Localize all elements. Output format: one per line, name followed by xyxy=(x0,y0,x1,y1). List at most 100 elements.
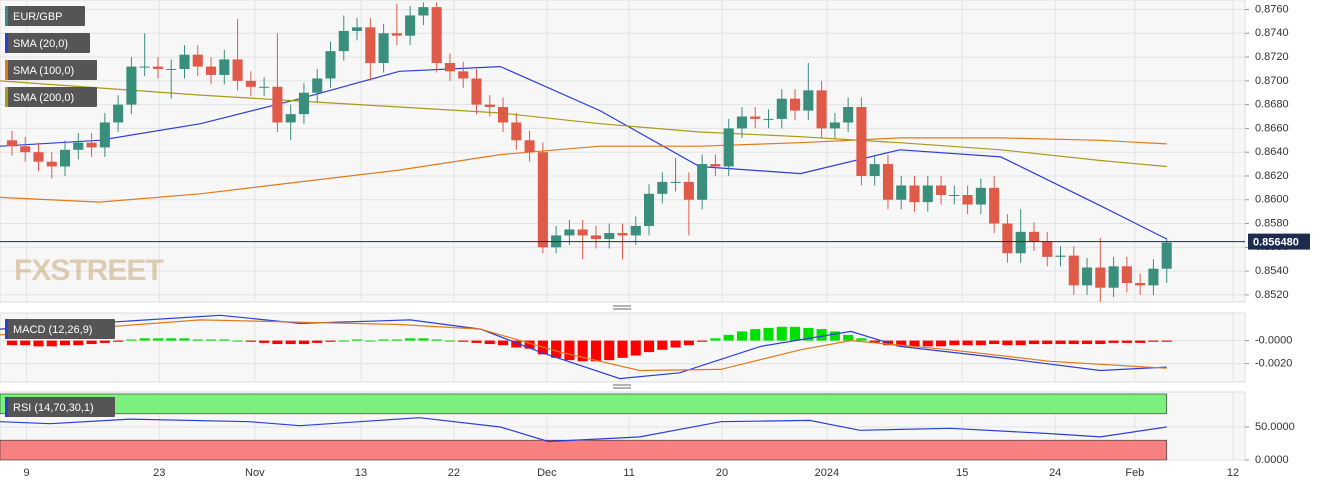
histogram-bar xyxy=(617,340,628,358)
legend-swatch xyxy=(5,397,8,417)
candle-body xyxy=(205,66,217,75)
candle-body xyxy=(922,185,933,203)
candle-body xyxy=(1068,255,1079,286)
y-tick-label: 0.8740 xyxy=(1255,27,1289,39)
watermark: FXSTREET xyxy=(14,254,163,287)
histogram-bar xyxy=(551,340,562,358)
legend-label: EUR/GBP xyxy=(13,11,63,23)
candle-body xyxy=(405,15,416,36)
legend-swatch xyxy=(5,60,8,80)
histogram-bar xyxy=(630,340,641,356)
histogram-bar xyxy=(444,340,455,342)
rsi-band xyxy=(0,439,1167,461)
histogram-bar xyxy=(803,327,814,341)
y-tick-label: 0.8720 xyxy=(1255,51,1289,63)
indicator-line xyxy=(0,65,1167,240)
histogram-bar xyxy=(6,340,17,346)
x-tick-label: 15 xyxy=(956,467,968,479)
histogram-bar xyxy=(46,340,57,347)
candle-body xyxy=(909,185,920,203)
y-tick-label: 0.8600 xyxy=(1255,194,1289,206)
candle-body xyxy=(99,122,110,148)
histogram-bar xyxy=(524,340,535,349)
x-tick-label: 9 xyxy=(23,467,29,479)
histogram-bar xyxy=(697,340,708,342)
candle-body xyxy=(444,63,455,72)
candle-body xyxy=(192,54,203,67)
candle-body xyxy=(896,185,907,200)
candle-body xyxy=(816,90,827,129)
histogram-bar xyxy=(471,340,482,343)
histogram-bar xyxy=(763,327,774,341)
candle-body xyxy=(630,225,641,236)
x-tick-label: Dec xyxy=(537,467,557,479)
candle-body xyxy=(113,104,124,123)
x-tick-label: 13 xyxy=(355,467,367,479)
candle-body xyxy=(365,27,376,64)
histogram-bar xyxy=(949,340,960,346)
histogram-bar xyxy=(338,340,349,342)
histogram-bar xyxy=(99,340,110,343)
y-tick-label: 0.8660 xyxy=(1255,122,1289,134)
histogram-bar xyxy=(431,339,442,341)
candle-body xyxy=(259,86,270,88)
candle-body xyxy=(962,194,973,205)
candle-body xyxy=(829,122,840,129)
candle-body xyxy=(723,128,734,167)
legend-swatch xyxy=(5,319,8,339)
histogram-bar xyxy=(1095,340,1106,345)
candle-body xyxy=(498,107,509,123)
legend-box xyxy=(5,33,90,53)
legend-label: RSI (14,70,30,1) xyxy=(13,402,94,414)
candle-body xyxy=(949,194,960,196)
histogram-bar xyxy=(259,340,270,343)
y-tick-label: 0.8540 xyxy=(1255,265,1289,277)
x-tick-label: Feb xyxy=(1125,467,1144,479)
candle-body xyxy=(86,142,97,148)
histogram-bar xyxy=(670,340,681,348)
histogram-bar xyxy=(856,338,867,341)
y-tick-label: 0.8760 xyxy=(1255,3,1289,15)
histogram-bar xyxy=(1068,340,1079,345)
y-tick-label: 0.8520 xyxy=(1255,289,1289,301)
last-price-label: 0.856480 xyxy=(1253,237,1299,249)
legend-swatch xyxy=(5,6,8,26)
candle-body xyxy=(272,86,283,123)
x-tick-label: 20 xyxy=(716,467,728,479)
indicator-line xyxy=(0,319,1167,372)
candle-body xyxy=(1015,231,1026,254)
indicator-line xyxy=(0,137,1167,203)
histogram-bar xyxy=(590,340,601,362)
candle-body xyxy=(232,59,243,81)
candle-body xyxy=(577,229,588,236)
x-tick-label: 24 xyxy=(1049,467,1061,479)
histogram-bar xyxy=(1135,340,1146,343)
histogram-bar xyxy=(73,340,84,346)
legend-swatch xyxy=(5,33,8,53)
histogram-bar xyxy=(989,340,1000,345)
candle-body xyxy=(1055,255,1066,257)
legend-box xyxy=(5,397,115,417)
legend-label: SMA (200,0) xyxy=(13,92,74,104)
y-tick-label: 0.8680 xyxy=(1255,99,1289,111)
candle-body xyxy=(1121,266,1132,283)
x-tick-label: 2024 xyxy=(815,467,839,479)
y-tick-label: 0.8620 xyxy=(1255,170,1289,182)
histogram-bar xyxy=(723,334,734,341)
candle-body xyxy=(763,118,774,120)
x-tick-label: 11 xyxy=(623,467,634,479)
candle-body xyxy=(590,235,601,239)
candle-body xyxy=(843,107,854,123)
candle-body xyxy=(537,152,548,248)
histogram-bar xyxy=(152,338,163,341)
candle-body xyxy=(670,181,681,183)
candle-body xyxy=(989,187,1000,224)
candle-body xyxy=(179,54,190,69)
candle-body xyxy=(697,164,708,200)
candle-body xyxy=(524,140,535,153)
candle-body xyxy=(20,146,31,153)
candle-body xyxy=(776,98,787,119)
histogram-bar xyxy=(405,338,416,341)
histogram-bar xyxy=(1161,340,1172,342)
